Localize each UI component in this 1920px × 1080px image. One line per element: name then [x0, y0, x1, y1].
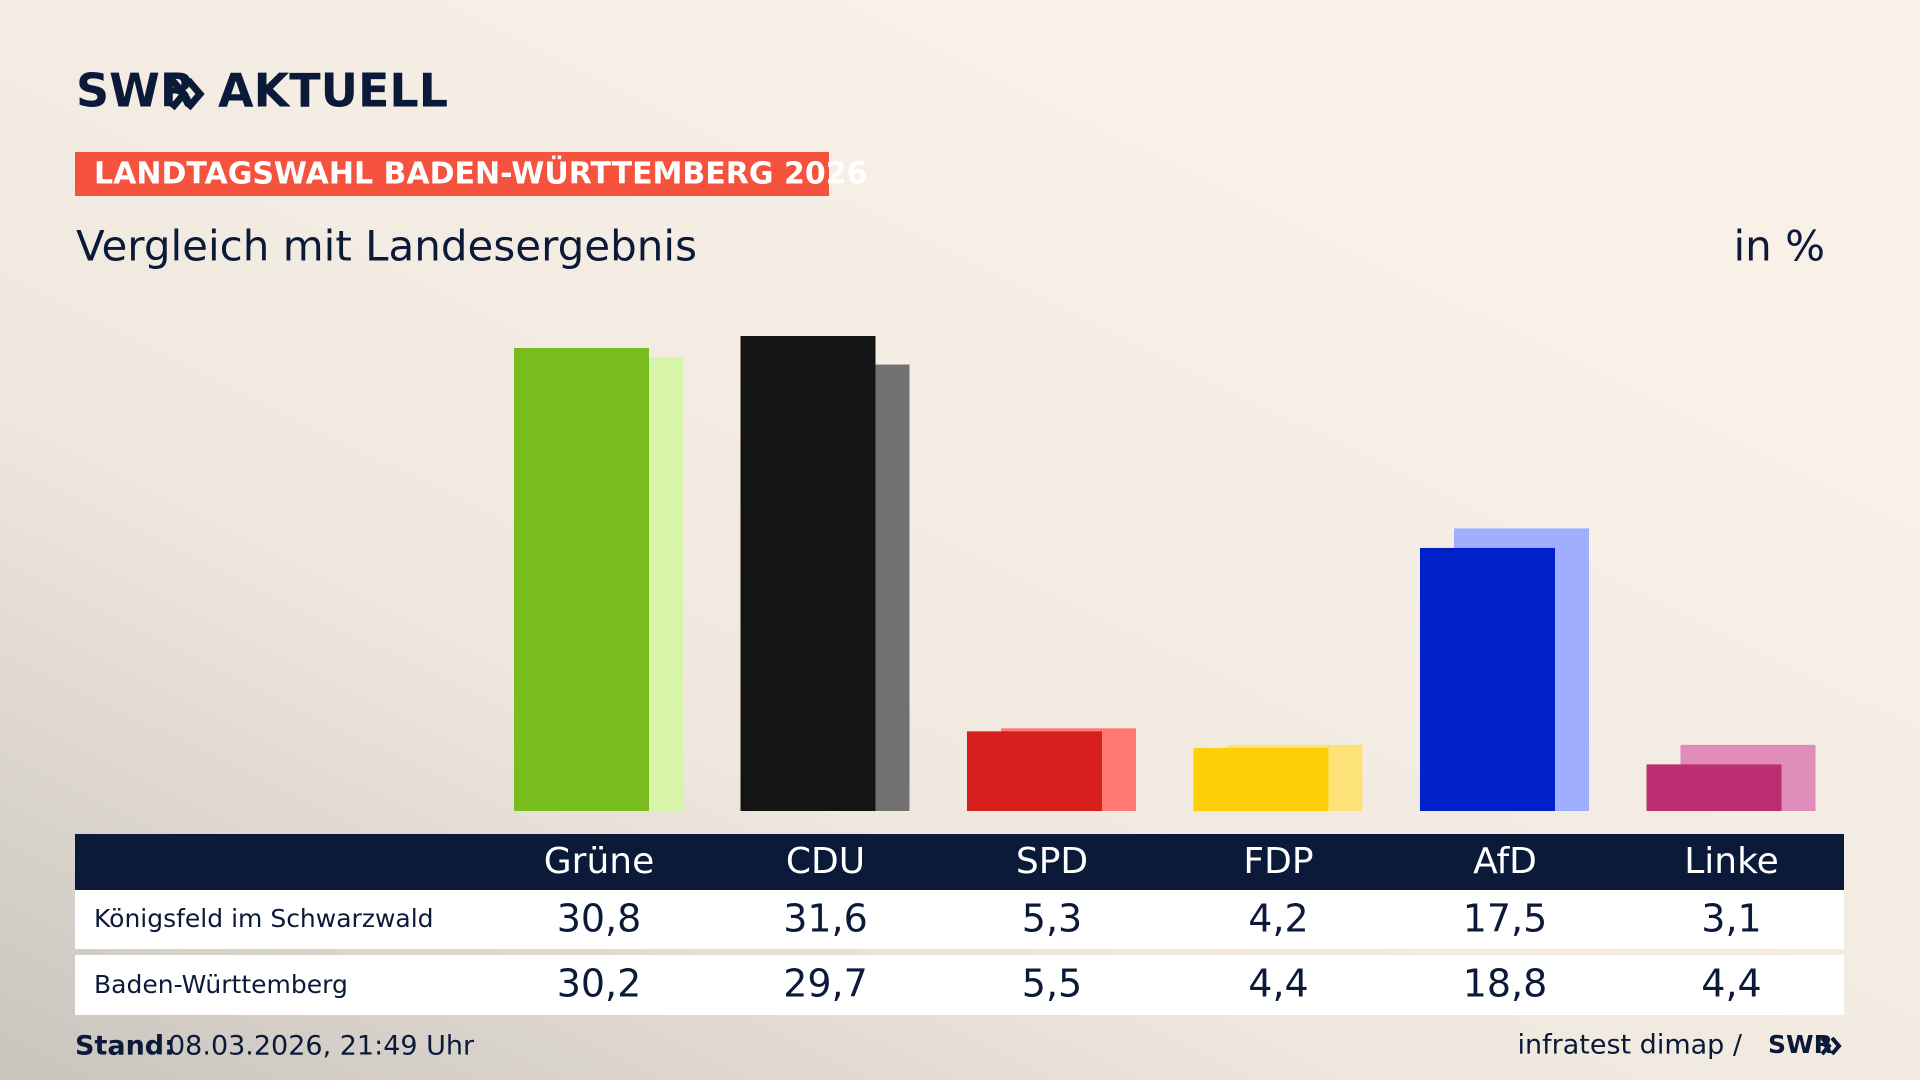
chart-title: Vergleich mit Landesergebnis — [76, 222, 697, 271]
table-row — [75, 890, 1844, 949]
category-label: FDP — [1243, 841, 1313, 882]
value-label: 5,3 — [1022, 897, 1082, 941]
bar — [1420, 547, 1555, 811]
category-label: CDU — [786, 841, 865, 882]
row-label: Königsfeld im Schwarzwald — [94, 904, 434, 933]
category-label: Linke — [1684, 841, 1779, 882]
banner-text: LANDTAGSWAHL BADEN-WÜRTTEMBERG 2026 — [94, 155, 867, 192]
bar — [967, 731, 1102, 811]
value-label: 29,7 — [783, 962, 868, 1006]
value-label: 17,5 — [1463, 897, 1548, 941]
value-label: 18,8 — [1463, 962, 1548, 1006]
value-label: 3,1 — [1701, 897, 1761, 941]
table-row — [75, 955, 1844, 1015]
value-label: 4,4 — [1248, 962, 1308, 1006]
source: infratest dimap / — [1517, 1030, 1742, 1061]
bar — [514, 348, 649, 811]
value-label: 30,2 — [557, 962, 642, 1006]
stand-label: Stand: — [75, 1031, 175, 1062]
logo-chevrons — [169, 77, 205, 111]
value-label: 4,2 — [1248, 897, 1308, 941]
logo-text: AKTUELL — [218, 64, 448, 118]
unit-label: in % — [1733, 222, 1825, 271]
value-label: 30,8 — [557, 897, 642, 941]
category-label: Grüne — [544, 841, 654, 882]
bar — [740, 336, 876, 811]
bar — [1646, 764, 1782, 811]
value-label: 5,5 — [1022, 962, 1082, 1006]
footer-logo: SWR — [1768, 1030, 1833, 1059]
banner — [75, 152, 829, 196]
category-label: AfD — [1473, 841, 1537, 882]
value-label: 31,6 — [783, 897, 868, 941]
category-label: SPD — [1016, 841, 1088, 882]
row-label: Baden-Württemberg — [94, 970, 348, 999]
value-label: 4,4 — [1701, 962, 1761, 1006]
bar — [1193, 747, 1329, 811]
stand-value: 08.03.2026, 21:49 Uhr — [168, 1031, 475, 1062]
table-header — [75, 834, 1844, 890]
footer-chevrons — [1820, 1036, 1842, 1056]
